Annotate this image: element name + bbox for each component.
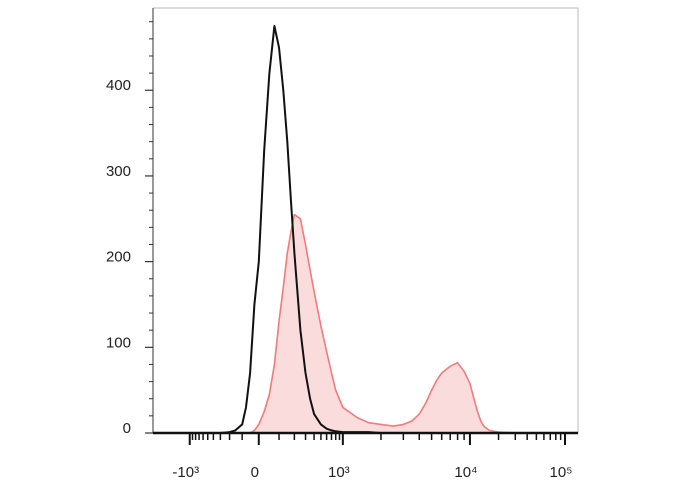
- x-tick-label: 10⁵: [550, 464, 573, 481]
- series-line: [220, 213, 516, 434]
- x-tick-label: 10³: [328, 464, 350, 481]
- series-line: [220, 25, 516, 434]
- plot-frame: [153, 7, 579, 433]
- y-tick-label: 300: [106, 163, 131, 180]
- y-tick-label: 100: [106, 334, 131, 351]
- y-tick-label: 200: [106, 249, 131, 266]
- x-tick-label: 0: [251, 464, 259, 481]
- x-tick-label: -10³: [172, 464, 199, 481]
- series-area: [220, 214, 516, 433]
- y-tick-label: 400: [106, 77, 131, 94]
- x-tick-label: 10⁴: [454, 464, 477, 481]
- y-tick-label: 0: [123, 420, 131, 437]
